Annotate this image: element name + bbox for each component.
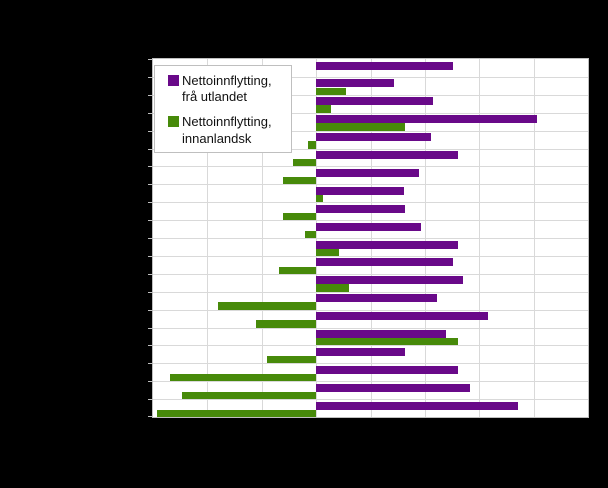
axis-tick	[148, 130, 152, 132]
axis-tick	[148, 309, 152, 311]
legend-entry-fra-utlandet: Nettoinnflytting, frå utlandet	[168, 73, 283, 105]
bar-innanlandsk	[218, 302, 317, 310]
bar-fra-utlandet	[316, 61, 454, 70]
axis-tick	[148, 255, 152, 257]
axis-tick	[148, 94, 152, 96]
axis-tick	[148, 148, 152, 150]
axis-tick	[148, 345, 152, 347]
bar-fra-utlandet	[316, 312, 489, 321]
bar-fra-utlandet	[316, 133, 432, 142]
axis-tick	[148, 112, 152, 114]
gridline-horizontal	[153, 166, 588, 168]
bar-innanlandsk	[278, 266, 317, 274]
legend-swatch-purple-icon	[168, 75, 179, 86]
gridline-horizontal	[153, 291, 588, 293]
bar-fra-utlandet	[316, 401, 519, 410]
legend-entry-innanlandsk: Nettoinnflytting, innanlandsk	[168, 114, 283, 146]
gridline-horizontal	[153, 112, 588, 114]
bar-fra-utlandet	[316, 240, 459, 249]
bar-fra-utlandet	[316, 330, 447, 338]
gridline-horizontal	[153, 381, 588, 383]
gridline-horizontal	[153, 148, 588, 150]
bar-innanlandsk	[156, 409, 317, 418]
bar-fra-utlandet	[316, 347, 406, 356]
gridline-horizontal	[153, 255, 588, 257]
gridline-horizontal	[153, 220, 588, 222]
bar-fra-utlandet	[316, 365, 459, 374]
bar-fra-utlandet	[316, 294, 438, 303]
axis-tick	[148, 327, 152, 329]
bar-innanlandsk	[316, 123, 406, 131]
bar-innanlandsk	[182, 391, 317, 400]
bar-fra-utlandet	[316, 204, 405, 213]
legend-swatch-green-icon	[168, 116, 179, 128]
plot-area: Nettoinnflytting, frå utlandet Nettoinnf…	[148, 58, 589, 418]
bar-innanlandsk	[282, 177, 317, 185]
bar-innanlandsk	[293, 159, 317, 167]
legend: Nettoinnflytting, frå utlandet Nettoinnf…	[154, 65, 292, 153]
gridline-horizontal	[153, 238, 588, 239]
bar-innanlandsk	[256, 320, 317, 328]
bar-innanlandsk	[282, 212, 317, 221]
gridline-horizontal	[153, 202, 588, 204]
gridline-horizontal	[153, 184, 588, 186]
bar-innanlandsk	[316, 284, 349, 292]
bar-innanlandsk	[267, 356, 317, 364]
bar-fra-utlandet	[316, 222, 421, 231]
axis-tick	[148, 363, 152, 365]
axis-tick	[148, 399, 152, 401]
axis-tick	[148, 76, 152, 78]
axis-tick	[148, 184, 152, 186]
bar-innanlandsk	[316, 338, 458, 346]
bar-innanlandsk	[307, 141, 317, 149]
bar-innanlandsk	[316, 87, 347, 95]
bar-fra-utlandet	[316, 151, 458, 159]
gridline-horizontal	[153, 399, 588, 401]
bar-innanlandsk	[316, 248, 339, 256]
gridline-horizontal	[153, 94, 588, 96]
bar-fra-utlandet	[316, 258, 454, 267]
axis-tick	[148, 166, 152, 168]
axis-tick	[148, 238, 152, 239]
bar-fra-utlandet	[316, 276, 464, 285]
bar-fra-utlandet	[316, 168, 420, 177]
axis-tick	[148, 291, 152, 293]
axis-tick	[148, 381, 152, 383]
axis-tick	[148, 416, 152, 417]
gridline-horizontal	[153, 273, 588, 275]
bar-fra-utlandet	[316, 383, 470, 392]
gridline-horizontal	[153, 130, 588, 132]
bar-innanlandsk	[316, 194, 324, 203]
bar-innanlandsk	[169, 373, 317, 382]
gridline-horizontal	[153, 345, 588, 347]
legend-label-line: frå utlandet	[182, 89, 248, 105]
legend-label-line: Nettoinnflytting,	[182, 73, 272, 88]
bar-fra-utlandet	[316, 97, 434, 106]
gridline-horizontal	[153, 309, 588, 311]
axis-tick	[148, 273, 152, 275]
gridline-horizontal	[153, 327, 588, 329]
bar-fra-utlandet	[316, 186, 404, 195]
gridline-horizontal	[153, 363, 588, 365]
bar-fra-utlandet	[316, 79, 395, 88]
gridline-horizontal	[153, 76, 588, 78]
bar-innanlandsk	[305, 230, 317, 239]
axis-tick	[148, 59, 152, 60]
axis-tick	[148, 202, 152, 204]
bar-fra-utlandet	[316, 115, 537, 124]
legend-label-line: innanlandsk	[182, 130, 252, 146]
legend-label-line: Nettoinnflytting,	[182, 114, 272, 130]
axis-tick	[148, 220, 152, 222]
bar-innanlandsk	[316, 105, 332, 113]
